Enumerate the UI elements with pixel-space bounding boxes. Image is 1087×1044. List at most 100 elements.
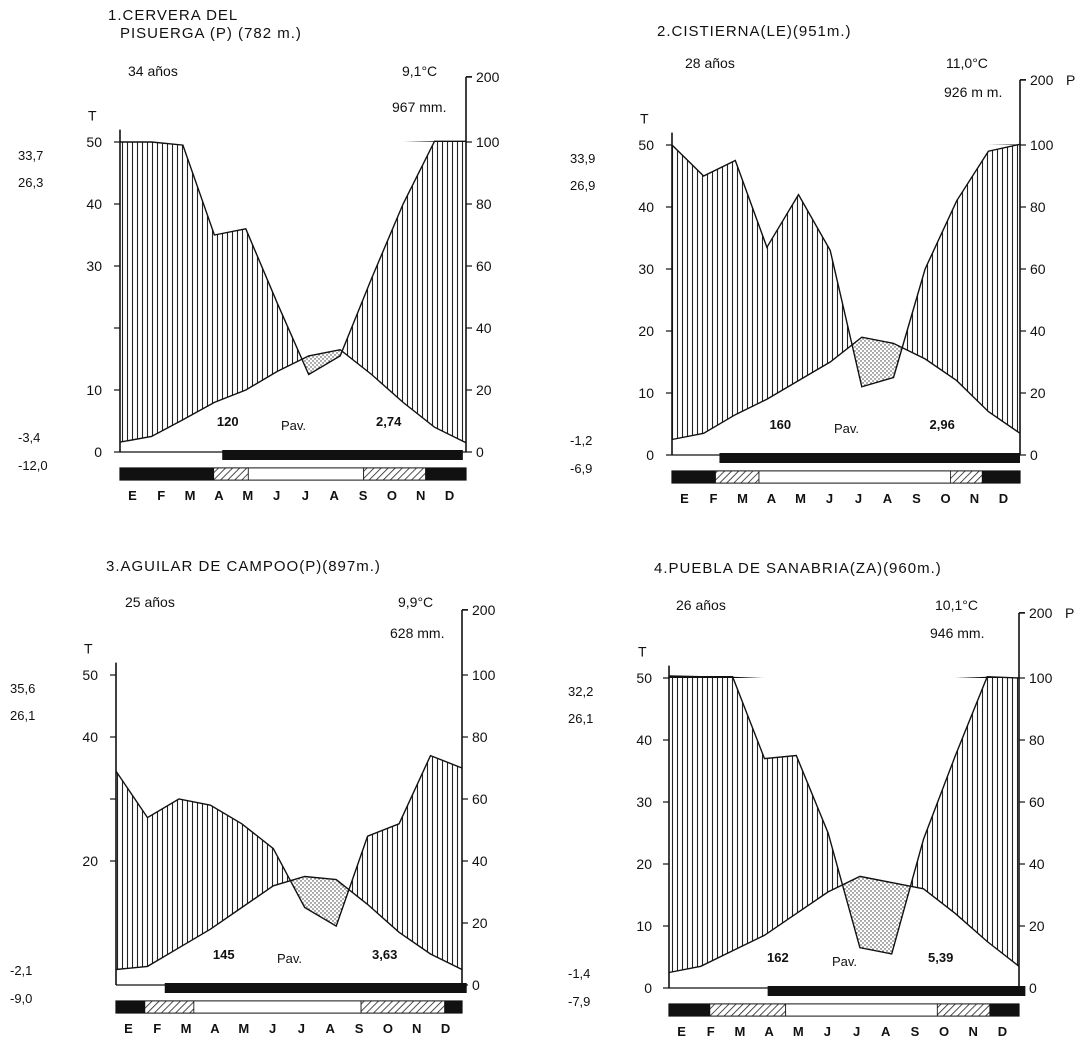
side-value: -3,4 <box>18 430 40 445</box>
right-tick-label: 20 <box>1029 918 1045 934</box>
right-tick-label: 0 <box>1030 447 1038 463</box>
right-tick-label: 200 <box>1030 72 1054 88</box>
months-band-segment <box>115 1000 146 1014</box>
month-label: S <box>912 491 921 506</box>
precip-excess <box>403 141 435 142</box>
climate-chart-4: 4.PUEBLA DE SANABRIA(ZA)(960m.) 26 años 10… <box>568 560 1074 1039</box>
month-label: F <box>153 1021 161 1036</box>
pav-value: 162 <box>767 950 789 965</box>
side-value: 26,1 <box>10 708 35 723</box>
chart-title: 4.PUEBLA DE SANABRIA(ZA)(960m.) <box>654 560 942 577</box>
month-label: A <box>883 491 893 506</box>
months-band-segment <box>715 470 760 484</box>
month-label: J <box>826 491 833 506</box>
month-label: O <box>940 491 950 506</box>
precipitation-line <box>115 754 463 928</box>
arid-area <box>859 876 892 954</box>
month-label: F <box>710 491 718 506</box>
side-value: -1,4 <box>568 966 590 981</box>
years-label: 26 años <box>676 597 726 613</box>
months-band-segment <box>444 1000 463 1014</box>
right-tick-label: 40 <box>472 853 488 869</box>
right-tick-label: 20 <box>472 915 488 931</box>
month-label: M <box>737 491 748 506</box>
month-label: S <box>355 1021 364 1036</box>
frost-bar <box>719 453 1020 463</box>
month-label: F <box>157 488 165 503</box>
side-value: -2,1 <box>10 963 32 978</box>
month-label: A <box>214 488 224 503</box>
months-band-segment <box>981 470 1021 484</box>
month-label: M <box>795 491 806 506</box>
humid-area <box>672 144 1020 440</box>
month-label: N <box>412 1021 421 1036</box>
right-tick-label: 40 <box>1029 856 1045 872</box>
month-label: A <box>210 1021 220 1036</box>
months-band-segment <box>425 467 467 481</box>
left-tick-label: 0 <box>94 444 102 460</box>
month-label: E <box>124 1021 133 1036</box>
months-band-segment <box>363 467 427 481</box>
side-value: 26,1 <box>568 711 593 726</box>
right-tick-label: 40 <box>1030 323 1046 339</box>
month-label: J <box>269 1021 276 1036</box>
right-tick-label: 60 <box>472 791 488 807</box>
side-value: 26,9 <box>570 178 595 193</box>
right-tick-label: 80 <box>476 196 492 212</box>
left-tick-label: 50 <box>82 667 98 683</box>
arid-area <box>336 879 349 927</box>
right-tick-label: 0 <box>472 977 480 993</box>
mean-temp-label: 9,9°C <box>398 594 433 610</box>
annual-precip-label: 628 mm. <box>390 625 444 641</box>
left-tick-label: 40 <box>86 196 102 212</box>
months-band-segment <box>671 470 716 484</box>
left-tick-label: 0 <box>644 980 652 996</box>
left-tick-label: 30 <box>86 258 102 274</box>
left-tick-label: 10 <box>636 918 652 934</box>
annual-precip-label: 946 mm. <box>930 625 984 641</box>
right-tick-label: 200 <box>472 602 496 618</box>
month-label: O <box>939 1024 949 1039</box>
month-label: M <box>734 1024 745 1039</box>
side-value: 32,2 <box>568 684 593 699</box>
months-band-segment <box>119 467 215 481</box>
month-label: M <box>185 488 196 503</box>
precipitation-line <box>120 140 466 376</box>
month-label: J <box>853 1024 860 1039</box>
humid-area <box>116 755 462 970</box>
left-tick-label: 30 <box>636 794 652 810</box>
left-tick-label: 10 <box>638 385 654 401</box>
annual-precip-label: 926 m m. <box>944 84 1002 100</box>
side-value: 33,9 <box>570 151 595 166</box>
side-value: -6,9 <box>570 461 592 476</box>
month-label: D <box>441 1021 450 1036</box>
right-tick-label: 60 <box>1030 261 1046 277</box>
month-label: A <box>881 1024 891 1039</box>
left-tick-label: 40 <box>636 732 652 748</box>
right-axis-label: P <box>1065 605 1074 621</box>
months-band-segment <box>247 467 365 481</box>
right-tick-label: 200 <box>476 69 500 85</box>
months-band-segment <box>936 1003 991 1017</box>
arid-area <box>861 337 894 387</box>
years-label: 25 años <box>125 594 175 610</box>
side-value: -12,0 <box>18 458 48 473</box>
frost-bar <box>767 986 1026 996</box>
side-value: -7,9 <box>568 994 590 1009</box>
right-tick-label: 80 <box>1030 199 1046 215</box>
side-value: 35,6 <box>10 681 35 696</box>
pav-label: Pav. <box>281 418 306 433</box>
left-tick-label: 40 <box>638 199 654 215</box>
right-tick-label: 0 <box>476 444 484 460</box>
left-axis-label: T <box>640 110 649 126</box>
month-label: M <box>793 1024 804 1039</box>
month-label: A <box>764 1024 774 1039</box>
right-tick-label: 20 <box>1030 385 1046 401</box>
month-label: S <box>359 488 368 503</box>
side-value: 33,7 <box>18 148 43 163</box>
left-tick-label: 10 <box>86 382 102 398</box>
climate-chart-3: 3.AGUILAR DE CAMPOO(P)(897m.) 25 años 9,9°… <box>10 558 496 1036</box>
month-label: A <box>767 491 777 506</box>
month-label: M <box>238 1021 249 1036</box>
